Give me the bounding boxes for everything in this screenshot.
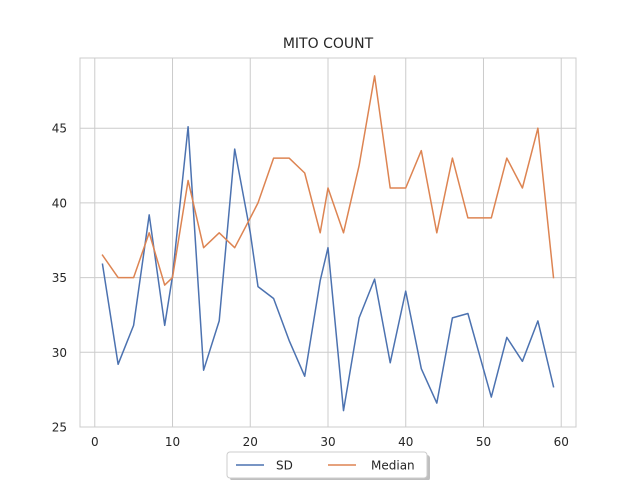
x-tick-label: 50 [476, 435, 491, 449]
legend-label-sd: SD [276, 459, 293, 473]
y-tick-label: 30 [52, 346, 67, 360]
legend: SD Median [226, 451, 430, 480]
plot-frame [79, 57, 577, 428]
x-tick-label: 60 [554, 435, 569, 449]
x-tick-label: 40 [398, 435, 413, 449]
series-layer [101, 75, 555, 412]
y-tick-label: 40 [52, 196, 67, 210]
tick-labels: 0 10 20 30 40 50 60 25 30 35 40 45 [52, 122, 569, 449]
x-tick-label: 0 [91, 435, 99, 449]
y-tick-label: 35 [52, 271, 67, 285]
legend-label-median: Median [371, 459, 415, 473]
y-tick-label: 25 [52, 421, 67, 435]
legend-box [226, 451, 428, 479]
chart-title: MITO COUNT [283, 36, 374, 52]
x-tick-label: 30 [320, 435, 335, 449]
grid [80, 58, 576, 428]
x-tick-label: 20 [243, 435, 258, 449]
series-line-median [101, 75, 555, 286]
x-tick-label: 10 [165, 435, 180, 449]
y-tick-label: 45 [52, 122, 67, 136]
